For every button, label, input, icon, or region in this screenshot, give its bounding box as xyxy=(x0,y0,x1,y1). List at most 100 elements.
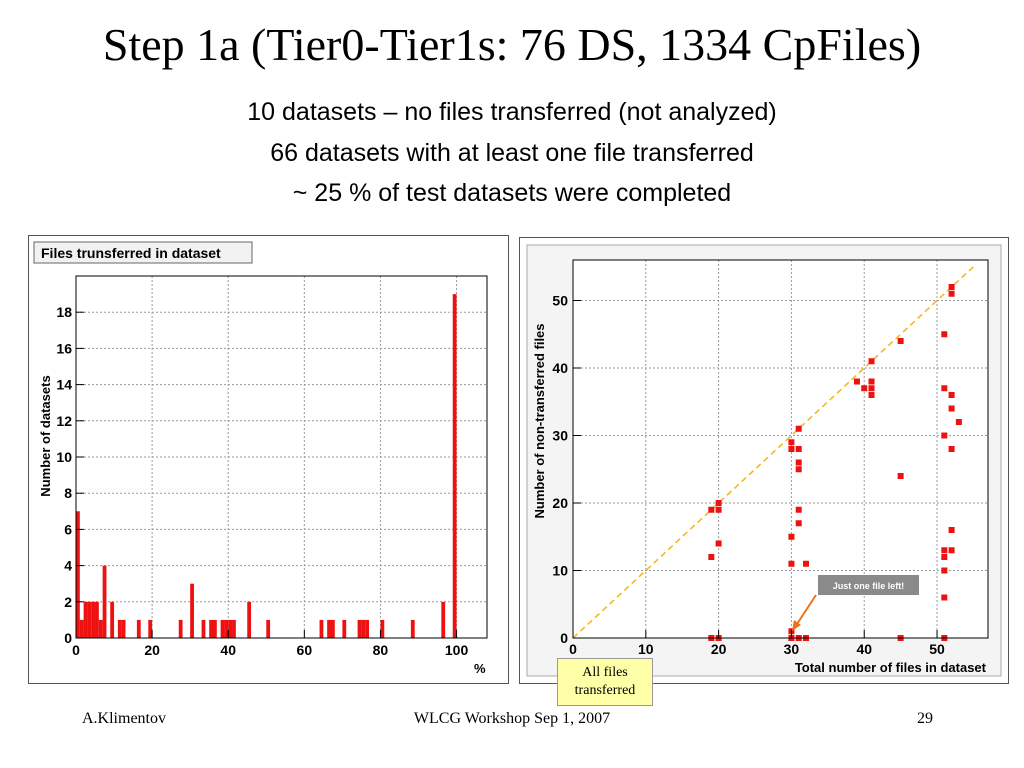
scatter-y-tick-label: 0 xyxy=(560,630,568,646)
callout-line-2: transferred xyxy=(574,683,636,698)
scatter-x-tick-label: 10 xyxy=(638,641,654,657)
all-files-transferred-callout: All files transferred xyxy=(557,658,653,706)
annotation-arrow xyxy=(796,594,817,625)
histogram-bar xyxy=(83,601,88,638)
scatter-point xyxy=(868,385,875,392)
scatter-point xyxy=(948,527,955,533)
histogram-bar xyxy=(361,619,366,638)
scatter-point xyxy=(897,473,904,479)
histogram-x-tick-label: 100 xyxy=(445,642,469,658)
histogram-bar xyxy=(91,601,96,638)
histogram-title: Files trunsferred in dataset xyxy=(41,245,221,261)
footer-event: WLCG Workshop Sep 1, 2007 xyxy=(413,710,611,727)
scatter-point xyxy=(868,358,875,365)
subtitle-line-1: 10 datasets – no files transferred (not … xyxy=(247,98,777,126)
histogram-bar xyxy=(228,619,233,638)
scatter-point xyxy=(941,432,948,439)
histogram-bar xyxy=(117,619,122,638)
histogram-y-tick-label: 6 xyxy=(64,521,72,537)
histogram-x-tick-label: 20 xyxy=(144,642,160,658)
histogram-bar xyxy=(247,601,252,638)
footer-author: A.Klimentov xyxy=(82,710,166,727)
histogram-bar xyxy=(209,619,213,638)
scatter-point xyxy=(708,506,715,513)
scatter-point xyxy=(941,567,948,574)
histogram-y-tick-label: 2 xyxy=(64,594,72,610)
scatter-panel: 0 10 20 30 40 50 0 10 20 30 40 50 Number of non-tra… xyxy=(519,237,1009,684)
scatter-point xyxy=(788,439,795,446)
scatter-point xyxy=(955,419,962,425)
scatter-point xyxy=(795,446,802,452)
histogram-y-tick-label: 0 xyxy=(64,630,72,646)
histogram-bar xyxy=(76,511,80,638)
footer-page-number: 29 xyxy=(917,710,933,727)
scatter-x-tick-label: 50 xyxy=(929,641,945,657)
histogram-bar xyxy=(327,619,331,638)
scatter-point xyxy=(795,466,802,473)
histogram-bar xyxy=(319,619,324,638)
scatter-point xyxy=(948,284,955,290)
histogram-x-tick-label: 0 xyxy=(72,642,80,658)
scatter-x-tick-label: 40 xyxy=(856,641,872,657)
scatter-point xyxy=(795,506,802,513)
histogram-panel: Files trunsferred in dataset 0 20 40 60 80 10… xyxy=(28,235,509,684)
histogram-bar xyxy=(178,619,183,638)
histogram-y-tick-label: 18 xyxy=(56,304,72,320)
histogram-bar xyxy=(410,619,415,638)
scatter-x-label: Total number of files in dataset xyxy=(795,660,987,675)
scatter-y-tick-label: 10 xyxy=(552,563,568,579)
histogram-title-box xyxy=(33,241,253,264)
scatter-x-tick-label: 20 xyxy=(711,641,727,657)
scatter-point xyxy=(708,554,715,560)
scatter-point xyxy=(941,594,948,601)
histogram-y-tick-label: 16 xyxy=(56,340,72,356)
histogram-bar xyxy=(330,619,335,638)
scatter-point xyxy=(795,425,802,432)
histogram-bar xyxy=(380,619,385,638)
histogram-bar xyxy=(87,601,92,638)
scatter-point xyxy=(948,547,955,554)
histogram-y-label: Number of datasets xyxy=(38,375,53,496)
scatter-y-label: Number of non-transferred files xyxy=(532,323,547,518)
histogram-y-tick-label: 12 xyxy=(56,413,72,429)
scatter-point xyxy=(802,560,809,567)
scatter-point xyxy=(788,560,795,567)
histogram-y-tick-label: 8 xyxy=(64,485,72,501)
histogram-bar xyxy=(213,619,217,638)
annotation-box xyxy=(818,575,919,595)
histogram-bar xyxy=(136,619,141,638)
files-transferred-histogram: Files trunsferred in dataset 0 20 40 60 80 10… xyxy=(33,241,488,676)
histogram-bar xyxy=(365,619,370,638)
histogram-bar xyxy=(110,601,115,638)
scatter-point xyxy=(948,392,955,398)
scatter-y-tick-label: 30 xyxy=(552,428,568,444)
histogram-y-tick-label: 14 xyxy=(56,377,72,393)
slide-title: Step 1a (Tier0-Tier1s: 76 DS, 1334 CpFil… xyxy=(102,19,922,70)
histogram-bar xyxy=(201,619,206,638)
histogram-bar xyxy=(266,619,271,638)
histogram-bar xyxy=(357,619,362,638)
subtitle-line-3: ~ 25 % of test datasets were completed xyxy=(292,179,732,207)
subtitle-line-2: 66 datasets with at least one file trans… xyxy=(270,139,754,167)
scatter-point xyxy=(897,338,904,344)
histogram-bar xyxy=(224,619,229,638)
callout-line-1: All files xyxy=(582,665,628,680)
histogram-bar xyxy=(220,619,225,638)
scatter-point xyxy=(948,446,955,452)
scatter-point xyxy=(795,459,802,466)
scatter-point xyxy=(715,500,722,506)
scatter-y-tick-label: 40 xyxy=(552,360,568,376)
scatter-point xyxy=(941,331,948,338)
scatter-y-tick-label: 20 xyxy=(552,495,568,511)
histogram-bar xyxy=(121,619,126,638)
scatter-point xyxy=(788,446,795,452)
histogram-bar xyxy=(452,294,457,638)
scatter-point xyxy=(941,554,948,560)
scatter-point xyxy=(868,378,875,385)
scatter-x-tick-label: 0 xyxy=(569,641,577,657)
scatter-point xyxy=(941,385,948,392)
scatter-plot-frame xyxy=(572,259,989,639)
histogram-bar xyxy=(95,601,99,638)
histogram-bar xyxy=(342,619,347,638)
histogram-bar xyxy=(441,601,446,638)
